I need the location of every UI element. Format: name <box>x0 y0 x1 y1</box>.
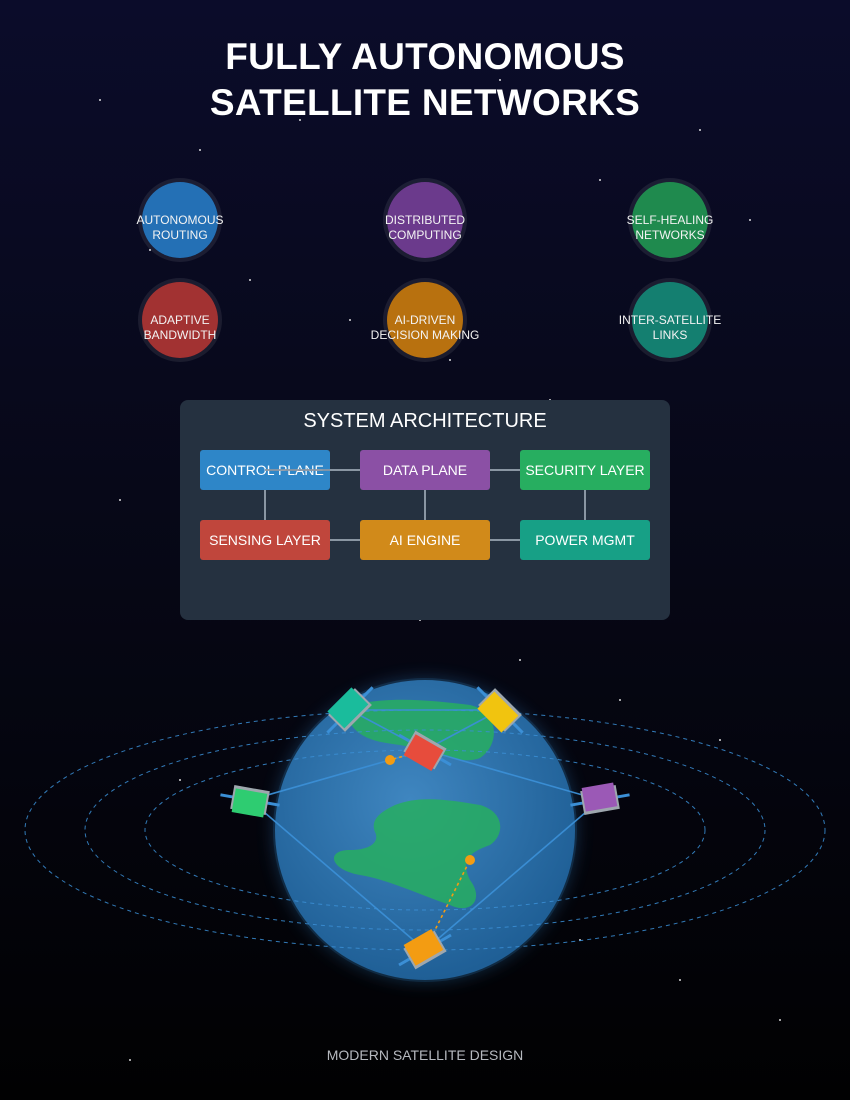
star <box>499 79 501 81</box>
feature-label-inter-satellite-links: INTER-SATELLITE LINKS <box>618 313 722 342</box>
satellite-purple <box>570 782 630 815</box>
connector <box>424 490 426 520</box>
feature-circle-adaptive-bandwidth <box>138 278 222 362</box>
star <box>599 179 601 181</box>
star <box>449 359 451 361</box>
connector <box>330 539 360 541</box>
star <box>199 149 201 151</box>
ground-station <box>465 855 475 865</box>
star <box>579 939 581 941</box>
continent <box>333 799 501 909</box>
title-line-1: FULLY AUTONOMOUS <box>225 36 625 77</box>
star <box>619 699 621 701</box>
feature-circle-autonomous-routing <box>138 178 222 262</box>
star <box>129 1059 131 1061</box>
feature-circle-self-healing-networks <box>628 178 712 262</box>
feature-label-self-healing-networks: SELF-HEALING NETWORKS <box>626 213 714 242</box>
feature-circle-distributed-computing <box>383 178 467 262</box>
orbit-ring <box>84 729 766 931</box>
box-ai-engine: AI ENGINE <box>360 520 490 560</box>
connector <box>490 539 520 541</box>
architecture-title: SYSTEM ARCHITECTURE <box>303 410 547 432</box>
system-architecture-panel: SYSTEM ARCHITECTURE CONTROL PLANE DATA P… <box>180 400 670 620</box>
feature-label-ai-driven-decision-making: AI-DRIVEN DECISION MAKING <box>370 313 480 342</box>
star <box>749 219 751 221</box>
star <box>779 1019 781 1021</box>
footer-caption: MODERN SATELLITE DESIGN <box>326 1047 524 1063</box>
connector <box>264 490 266 520</box>
title-line-2: SATELLITE NETWORKS <box>209 82 641 123</box>
satellite-teal <box>326 686 374 734</box>
star <box>99 99 101 101</box>
star <box>719 739 721 741</box>
star <box>419 619 421 621</box>
star <box>519 659 521 661</box>
feature-circle-inter-satellite-links <box>628 278 712 362</box>
satellite-green <box>220 785 280 818</box>
star <box>299 119 301 121</box>
box-sensing-layer: SENSING LAYER <box>200 520 330 560</box>
star <box>679 979 681 981</box>
page-title: FULLY AUTONOMOUS SATELLITE NETWORKS <box>0 34 850 126</box>
box-data-plane: DATA PLANE <box>360 450 490 490</box>
satellite-orange <box>398 929 452 970</box>
star <box>699 129 701 131</box>
continent <box>345 699 494 761</box>
box-security-layer: SECURITY LAYER <box>520 450 650 490</box>
earth-network-illustration <box>24 678 826 982</box>
connector <box>490 469 520 471</box>
star <box>249 279 251 281</box>
box-power-mgmt: POWER MGMT <box>520 520 650 560</box>
feature-label-distributed-computing: DISTRIBUTED COMPUTING <box>384 213 465 242</box>
star <box>119 499 121 501</box>
feature-circle-ai-driven-decision-making <box>383 278 467 362</box>
star <box>349 319 351 321</box>
ground-station <box>385 755 395 765</box>
connector-overlay <box>265 469 360 471</box>
satellite-red <box>398 730 452 771</box>
star <box>179 779 181 781</box>
connector <box>584 490 586 520</box>
feature-label-autonomous-routing: AUTONOMOUS ROUTING <box>136 213 224 242</box>
satellite-yellow <box>476 686 524 734</box>
feature-label-adaptive-bandwidth: ADAPTIVE BANDWIDTH <box>143 313 217 342</box>
